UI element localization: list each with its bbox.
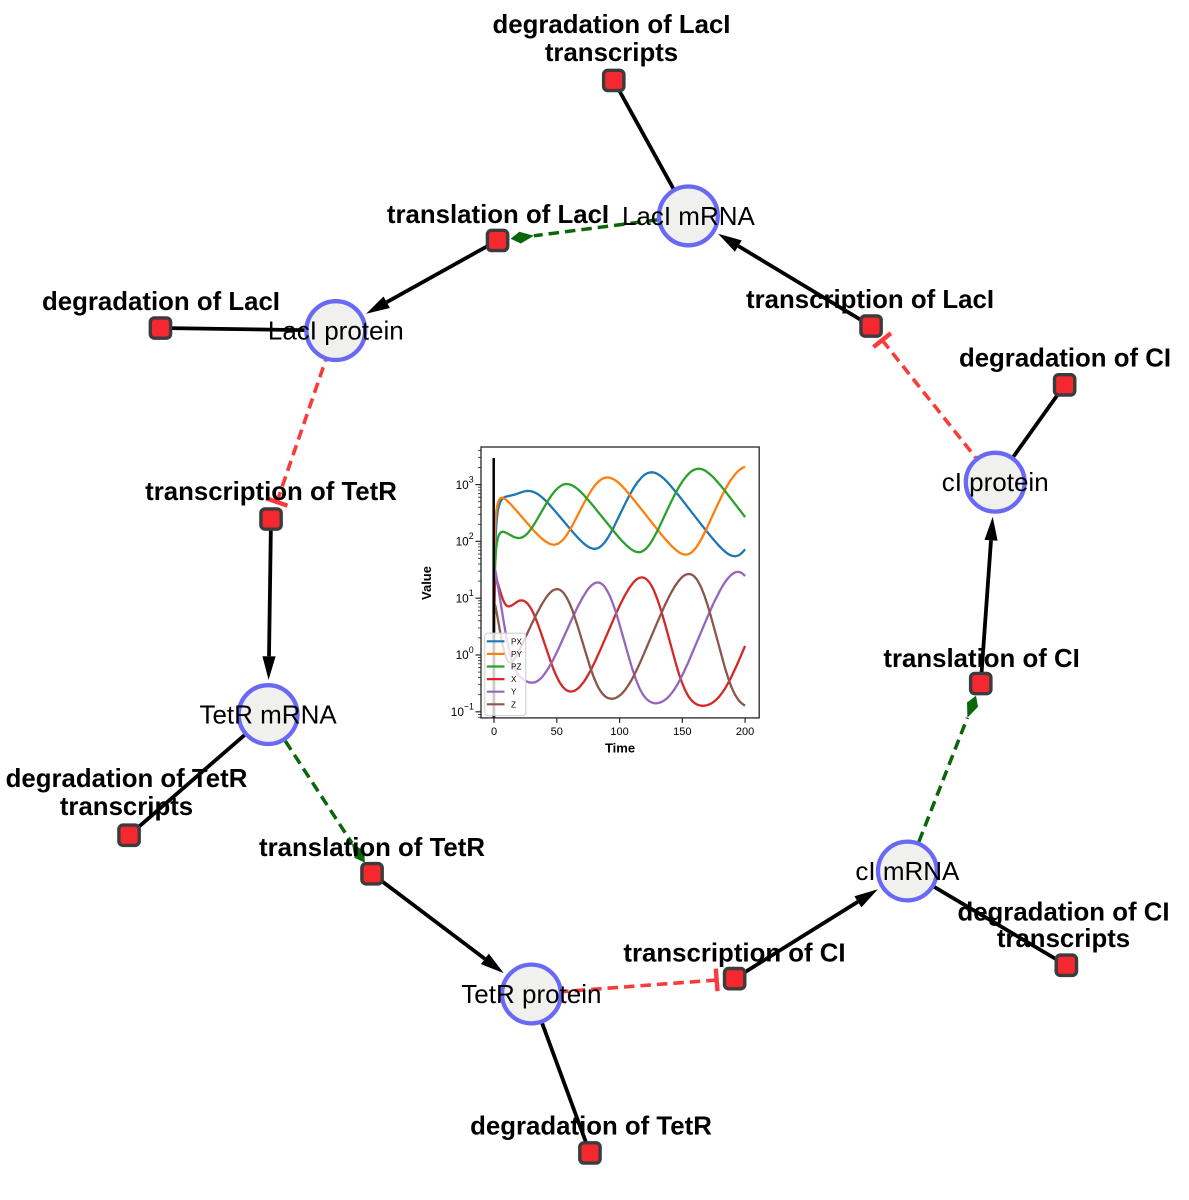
svg-text:Value: Value — [419, 566, 434, 600]
svg-text:transcription of TetR: transcription of TetR — [145, 478, 397, 506]
svg-text:degradation of LacI: degradation of LacI — [42, 288, 280, 316]
svg-text:TetR protein: TetR protein — [461, 979, 601, 1009]
svg-text:transcription of LacI: transcription of LacI — [746, 286, 994, 314]
svg-text:100: 100 — [610, 726, 628, 738]
svg-text:translation of LacI: translation of LacI — [387, 201, 609, 229]
svg-text:transcripts: transcripts — [60, 793, 193, 821]
svg-text:2: 2 — [469, 531, 474, 541]
svg-text:50: 50 — [551, 726, 563, 738]
svg-text:10: 10 — [456, 591, 470, 605]
svg-text:cI protein: cI protein — [942, 467, 1049, 497]
svg-text:0: 0 — [491, 726, 497, 738]
svg-text:degradation of CI: degradation of CI — [959, 344, 1171, 372]
svg-text:transcripts: transcripts — [545, 39, 678, 67]
svg-text:10: 10 — [456, 535, 470, 549]
svg-text:degradation of LacI: degradation of LacI — [493, 11, 731, 39]
svg-text:degradation of TetR: degradation of TetR — [470, 1113, 712, 1141]
svg-text:transcription of CI: transcription of CI — [623, 939, 845, 967]
svg-text:−1: −1 — [464, 702, 474, 712]
svg-text:PX: PX — [511, 637, 522, 646]
svg-text:cI mRNA: cI mRNA — [855, 856, 960, 886]
svg-text:Z: Z — [511, 700, 516, 709]
svg-text:Y: Y — [511, 688, 517, 697]
svg-text:1: 1 — [469, 588, 474, 598]
svg-text:10: 10 — [456, 648, 470, 662]
svg-text:PZ: PZ — [511, 663, 521, 672]
svg-text:degradation of TetR: degradation of TetR — [6, 765, 248, 793]
svg-text:10: 10 — [451, 705, 465, 719]
svg-text:transcripts: transcripts — [997, 925, 1130, 953]
svg-text:0: 0 — [469, 645, 474, 655]
svg-text:TetR mRNA: TetR mRNA — [199, 700, 337, 730]
svg-text:200: 200 — [736, 726, 754, 738]
svg-text:translation of CI: translation of CI — [883, 645, 1079, 673]
svg-text:10: 10 — [456, 478, 470, 492]
svg-text:PY: PY — [511, 650, 522, 659]
svg-text:degradation of CI: degradation of CI — [957, 899, 1169, 927]
svg-text:3: 3 — [469, 474, 474, 484]
svg-text:Time: Time — [605, 741, 635, 756]
svg-text:LacI protein: LacI protein — [268, 316, 404, 346]
svg-text:LacI mRNA: LacI mRNA — [622, 201, 756, 231]
svg-text:150: 150 — [673, 726, 691, 738]
svg-text:translation of TetR: translation of TetR — [259, 834, 485, 862]
svg-text:X: X — [511, 675, 517, 684]
